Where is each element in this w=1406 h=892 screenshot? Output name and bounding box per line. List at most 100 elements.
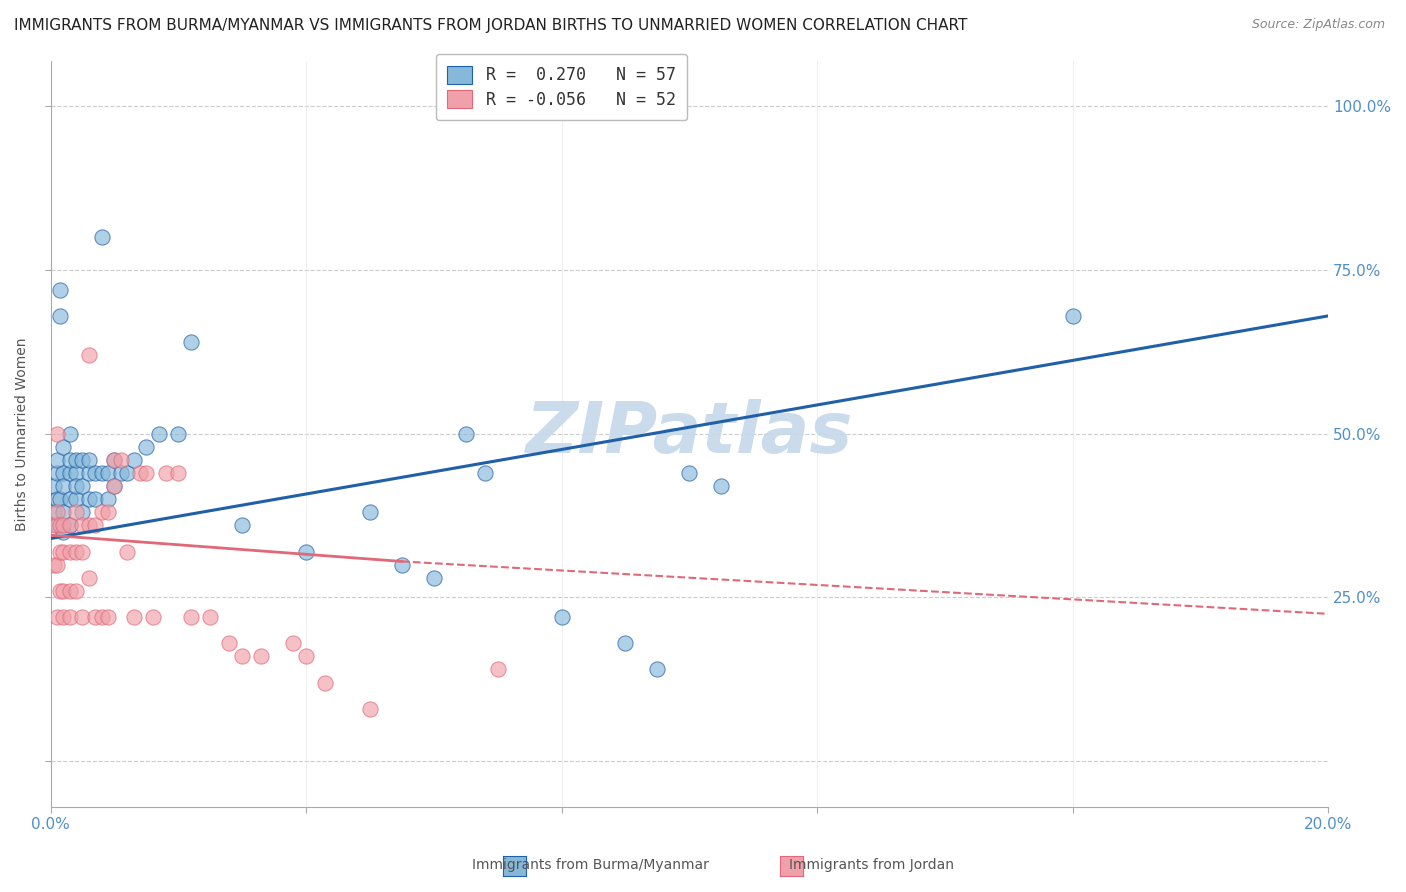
Point (77, 492, 100, 507)
Point (65, 492, 87, 507)
Point (103, 479, 125, 493)
Point (295, 649, 318, 664)
Point (486, 663, 509, 677)
Point (59, 453, 82, 467)
Point (129, 466, 152, 480)
Text: ZIPatlas: ZIPatlas (526, 400, 853, 468)
Point (52, 518, 75, 533)
Point (45, 466, 67, 480)
Point (103, 453, 125, 467)
Point (59, 544, 82, 558)
Point (72, 518, 94, 533)
Point (314, 675, 336, 690)
Point (167, 426, 190, 441)
Point (72, 544, 94, 558)
Point (45, 505, 67, 519)
Point (359, 505, 381, 519)
Point (52, 524, 75, 539)
Text: Immigrants from Burma/Myanmar: Immigrants from Burma/Myanmar (472, 858, 709, 872)
Text: Immigrants from Jordan: Immigrants from Jordan (789, 858, 955, 872)
Point (97, 492, 120, 507)
Point (49, 518, 72, 533)
Point (550, 610, 572, 624)
Point (45, 610, 67, 624)
Text: IMMIGRANTS FROM BURMA/MYANMAR VS IMMIGRANTS FROM JORDAN BIRTHS TO UNMARRIED WOME: IMMIGRANTS FROM BURMA/MYANMAR VS IMMIGRA… (14, 18, 967, 33)
Point (77, 453, 100, 467)
Point (42, 558, 65, 572)
Point (90, 466, 112, 480)
Point (295, 544, 318, 558)
Point (180, 610, 202, 624)
Point (77, 518, 100, 533)
Point (250, 649, 273, 664)
Point (97, 610, 120, 624)
Point (359, 702, 381, 716)
Point (135, 466, 157, 480)
Point (59, 466, 82, 480)
Point (45, 453, 67, 467)
Point (52, 544, 75, 558)
Point (59, 610, 82, 624)
Point (84, 610, 107, 624)
Point (90, 505, 112, 519)
Point (59, 518, 82, 533)
Point (77, 571, 100, 585)
Point (42, 505, 65, 519)
Point (49, 309, 72, 323)
Point (115, 544, 138, 558)
Point (84, 518, 107, 533)
Point (614, 636, 637, 650)
Point (148, 426, 170, 441)
Point (423, 571, 446, 585)
Point (77, 466, 100, 480)
Point (45, 518, 67, 533)
Point (49, 544, 72, 558)
Point (122, 453, 145, 467)
Point (474, 466, 496, 480)
Point (167, 466, 190, 480)
Point (200, 610, 222, 624)
Point (142, 610, 165, 624)
Point (110, 453, 132, 467)
Point (110, 466, 132, 480)
Point (42, 479, 65, 493)
Point (283, 636, 305, 650)
Point (59, 492, 82, 507)
Point (45, 558, 67, 572)
Point (115, 466, 138, 480)
Point (90, 230, 112, 244)
Point (84, 466, 107, 480)
Point (77, 348, 100, 362)
Legend: R =  0.270   N = 57, R = -0.056   N = 52: R = 0.270 N = 57, R = -0.056 N = 52 (436, 54, 688, 120)
Point (218, 636, 240, 650)
Point (97, 466, 120, 480)
Point (135, 440, 157, 454)
Point (72, 610, 94, 624)
Point (49, 583, 72, 598)
Point (49, 492, 72, 507)
Point (52, 440, 75, 454)
Point (65, 453, 87, 467)
Point (103, 479, 125, 493)
Point (103, 453, 125, 467)
Point (52, 466, 75, 480)
Point (45, 426, 67, 441)
Point (52, 610, 75, 624)
Point (52, 583, 75, 598)
Point (52, 479, 75, 493)
Point (231, 518, 253, 533)
Point (155, 466, 177, 480)
Point (180, 335, 202, 350)
Point (65, 583, 87, 598)
Y-axis label: Births to Unmarried Women: Births to Unmarried Women (15, 337, 30, 531)
Point (1062, 309, 1084, 323)
Point (65, 505, 87, 519)
Point (59, 426, 82, 441)
Point (52, 505, 75, 519)
Point (391, 558, 413, 572)
Point (231, 649, 253, 664)
Point (65, 479, 87, 493)
Point (49, 283, 72, 297)
Point (72, 479, 94, 493)
Point (72, 453, 94, 467)
